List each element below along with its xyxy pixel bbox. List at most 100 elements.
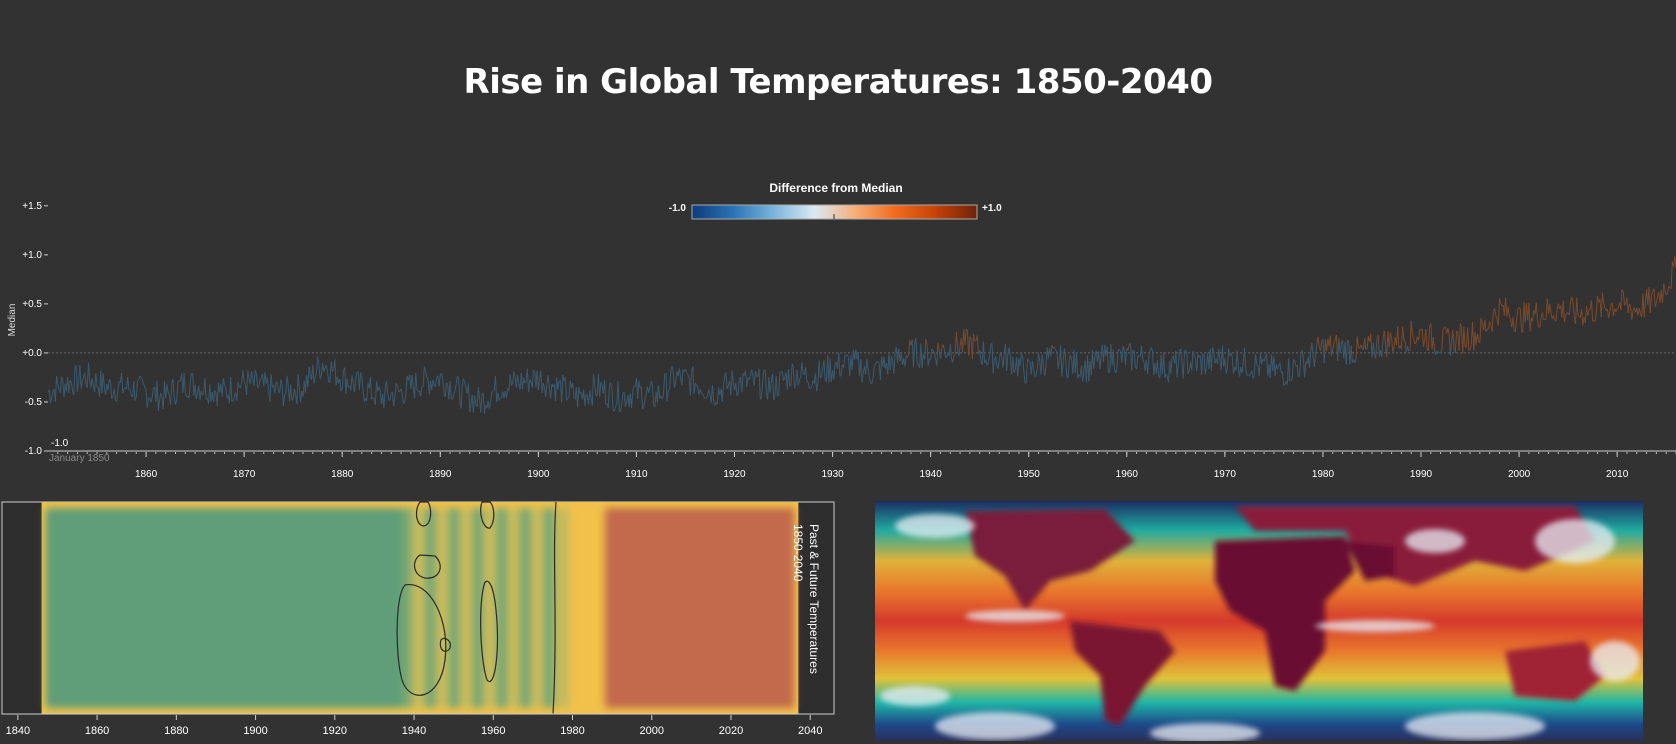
series-segment: [644, 394, 647, 400]
series-segment: [425, 371, 428, 378]
series-segment: [1170, 356, 1173, 374]
series-segment: [279, 379, 282, 394]
series-segment: [108, 378, 111, 383]
series-segment: [1574, 298, 1578, 324]
series-segment: [1317, 336, 1320, 348]
series-segment: [391, 392, 395, 406]
series-segment: [1413, 339, 1416, 345]
series-segment: [1475, 333, 1478, 346]
y-axis-label: Median: [7, 304, 18, 337]
series-segment: [1277, 364, 1280, 370]
series-segment: [1584, 306, 1588, 323]
series-segment: [488, 401, 492, 409]
series-segment: [477, 387, 481, 400]
heatmap-x-tick-label: 1960: [481, 725, 505, 737]
series-segment: [898, 348, 901, 361]
series-segment: [661, 395, 664, 399]
series-segment: [1224, 358, 1227, 374]
series-segment: [1430, 323, 1433, 350]
series-segment: [70, 381, 74, 392]
series-segment: [259, 377, 262, 381]
series-segment: [243, 381, 246, 386]
series-segment: [1670, 261, 1673, 289]
series-segment: [1196, 354, 1199, 372]
series-segment: [344, 367, 347, 395]
series-segment: [1012, 357, 1015, 373]
series-segment: [285, 375, 288, 393]
series-segment: [760, 380, 764, 397]
series-segment: [924, 338, 927, 360]
series-segment: [177, 380, 180, 382]
series-segment: [81, 376, 85, 382]
series-segment: [1427, 325, 1431, 351]
legend-min-label: -1.0: [669, 203, 687, 214]
series-segment: [701, 392, 703, 395]
series-segment: [1056, 351, 1059, 369]
series-segment: [865, 358, 868, 375]
series-segment: [111, 395, 114, 399]
series-segment: [969, 336, 972, 339]
cloud: [1315, 620, 1435, 632]
series-segment: [965, 328, 968, 331]
series-segment: [63, 383, 66, 398]
series-segment: [821, 367, 824, 377]
series-segment: [1288, 358, 1291, 382]
series-segment: [794, 382, 797, 389]
heatmap-title-text: Past & Future Temperatures: [807, 524, 821, 674]
series-segment: [456, 375, 460, 380]
series-segment: [230, 377, 233, 402]
series-segment: [266, 377, 270, 391]
x-tick-label: 1910: [625, 469, 648, 480]
series-segment: [566, 398, 569, 401]
series-segment: [1489, 321, 1492, 327]
series-segment: [460, 382, 463, 409]
series-segment: [1218, 348, 1221, 360]
series-segment: [952, 356, 955, 363]
series-segment: [414, 372, 417, 399]
series-segment: [80, 381, 83, 389]
series-segment: [1505, 297, 1508, 317]
series-segment: [1332, 343, 1335, 350]
series-segment: [199, 390, 202, 400]
series-segment: [714, 401, 717, 406]
series-segment: [796, 369, 799, 386]
series-segment: [276, 381, 279, 391]
series-segment: [915, 338, 918, 364]
series-segment: [1615, 308, 1618, 313]
series-segment: [611, 389, 614, 411]
series-segment: [385, 381, 389, 393]
series-segment: [597, 373, 601, 397]
series-segment: [455, 375, 458, 385]
series-segment: [839, 374, 842, 377]
series-segment: [823, 360, 826, 381]
series-segment: [1213, 352, 1216, 364]
series-segment: [991, 343, 994, 374]
series-segment: [542, 382, 545, 388]
series-segment: [314, 372, 317, 377]
temperature-series[interactable]: [47, 256, 1676, 414]
temperature-line-chart[interactable]: Difference from Median -1.0 +1.0 Median …: [0, 170, 1676, 490]
series-segment: [791, 363, 794, 368]
series-segment: [1067, 360, 1070, 379]
series-segment: [1027, 358, 1030, 362]
series-segment: [759, 396, 762, 400]
series-segment: [264, 372, 267, 384]
series-segment: [807, 382, 810, 389]
series-segment: [351, 374, 354, 384]
series-segment: [1217, 348, 1220, 364]
series-segment: [322, 363, 325, 372]
series-segment: [1621, 289, 1624, 292]
series-segment: [692, 366, 695, 395]
series-segment: [557, 381, 560, 390]
series-segment: [523, 377, 526, 384]
heatmap-panel[interactable]: Past & Future Temperatures 1850-2040 184…: [0, 500, 840, 744]
series-segment: [541, 383, 544, 393]
series-segment: [1339, 343, 1342, 353]
series-segment: [395, 382, 398, 386]
series-segment: [117, 381, 120, 391]
series-segment: [1022, 356, 1025, 372]
series-segment: [76, 381, 80, 392]
series-segment: [1301, 349, 1304, 358]
series-segment: [444, 382, 447, 397]
series-segment: [1283, 383, 1286, 387]
